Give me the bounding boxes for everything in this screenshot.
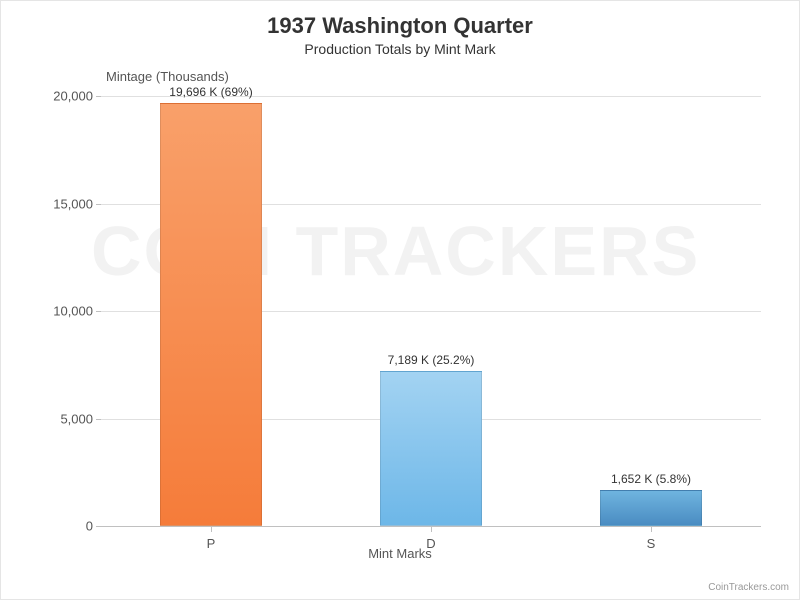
x-tick-mark [431, 526, 432, 532]
y-tick-mark [96, 204, 101, 205]
bar-label: 7,189 K (25.2%) [388, 353, 475, 367]
chart-subtitle: Production Totals by Mint Mark [1, 39, 799, 57]
y-tick-label: 20,000 [53, 89, 101, 104]
bar-S[interactable] [600, 490, 701, 526]
y-tick-mark [96, 311, 101, 312]
chart-container: COIN TRACKERS 1937 Washington Quarter Pr… [0, 0, 800, 600]
y-tick-mark [96, 419, 101, 420]
x-tick-mark [651, 526, 652, 532]
y-tick-label: 10,000 [53, 304, 101, 319]
x-tick-mark [211, 526, 212, 532]
bar-label: 19,696 K (69%) [169, 85, 252, 99]
y-axis-title: Mintage (Thousands) [106, 69, 229, 84]
y-tick-label: 15,000 [53, 196, 101, 211]
plot-area: 05,00010,00015,00020,00019,696 K (69%)P7… [101, 96, 761, 526]
credits-label: CoinTrackers.com [708, 582, 789, 593]
chart-title: 1937 Washington Quarter [1, 1, 799, 39]
x-axis-title: Mint Marks [368, 546, 432, 561]
bar-D[interactable] [380, 371, 481, 526]
bar-label: 1,652 K (5.8%) [611, 472, 691, 486]
y-tick-mark [96, 96, 101, 97]
y-tick-label: 5,000 [60, 411, 101, 426]
bar-P[interactable] [160, 103, 261, 526]
